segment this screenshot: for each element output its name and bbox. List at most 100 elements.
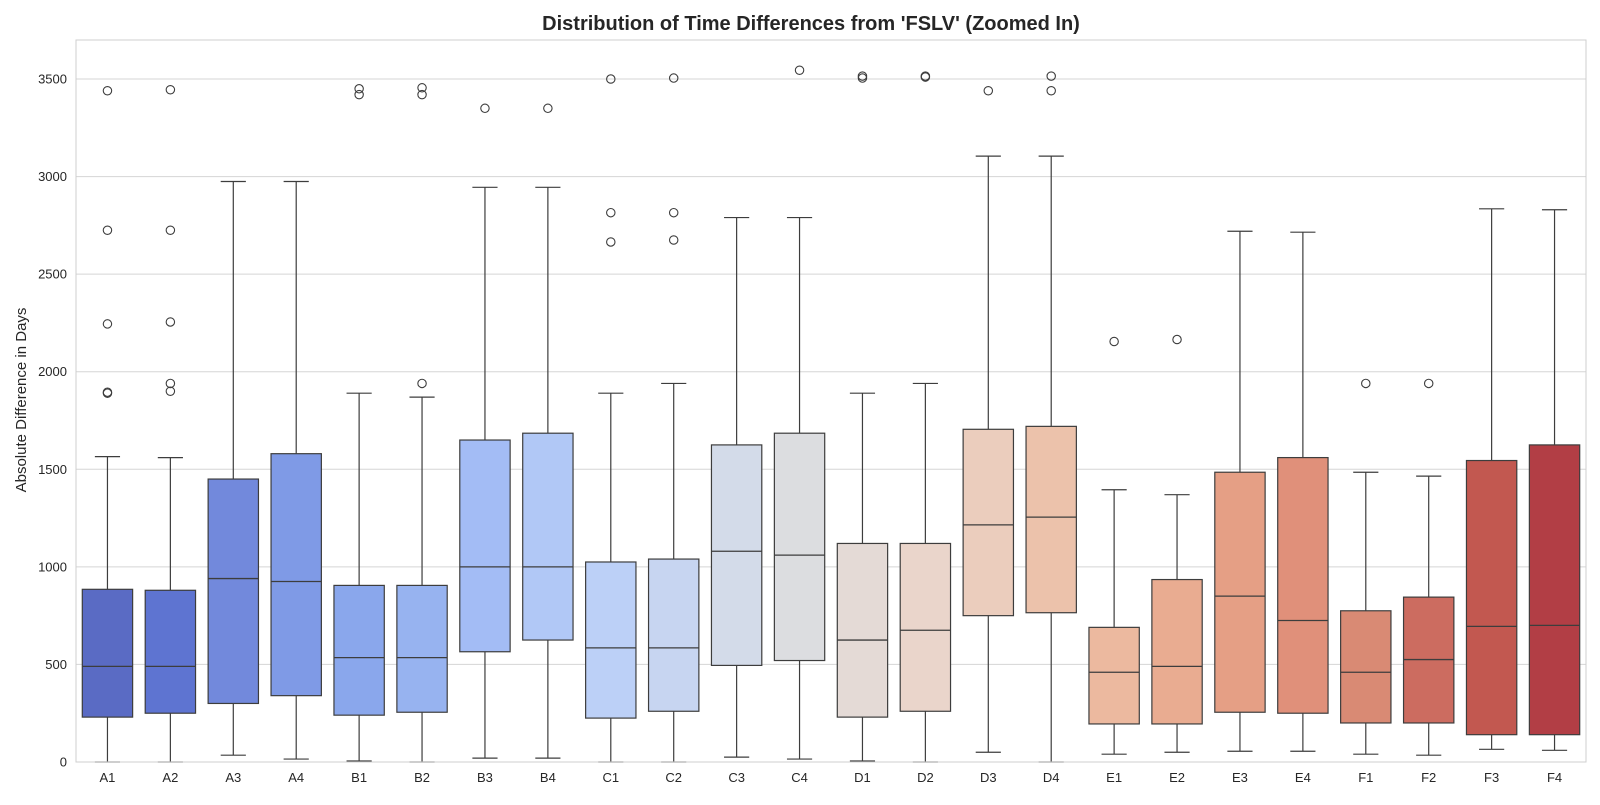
box-C1 bbox=[585, 74, 637, 763]
iqr-box bbox=[459, 439, 511, 653]
outlier-point bbox=[1046, 71, 1056, 81]
x-tick-label: D1 bbox=[854, 770, 871, 785]
box-F1 bbox=[1340, 378, 1392, 755]
x-tick-label: B4 bbox=[540, 770, 556, 785]
outlier-point bbox=[417, 378, 427, 389]
box-E3 bbox=[1214, 230, 1266, 752]
x-tick-label: D4 bbox=[1043, 770, 1060, 785]
x-tick-label: F3 bbox=[1484, 770, 1499, 785]
outlier-point bbox=[668, 73, 679, 83]
y-tick-label: 1500 bbox=[38, 462, 67, 477]
x-tick-label: A3 bbox=[225, 770, 241, 785]
iqr-box bbox=[1277, 456, 1329, 714]
outlier-point bbox=[606, 237, 616, 247]
x-tick-label: D3 bbox=[980, 770, 997, 785]
x-tick-label: C2 bbox=[665, 770, 682, 785]
box-F3 bbox=[1465, 208, 1518, 750]
outlier-point bbox=[354, 84, 364, 94]
x-tick-label: B2 bbox=[414, 770, 430, 785]
outlier-point bbox=[354, 89, 364, 100]
outlier-point bbox=[165, 386, 176, 396]
iqr-box bbox=[1465, 459, 1518, 736]
box-F2 bbox=[1402, 378, 1455, 756]
iqr-box bbox=[962, 428, 1015, 617]
y-tick-label: 2500 bbox=[38, 267, 67, 282]
outlier-point bbox=[417, 89, 427, 100]
y-tick-label: 3500 bbox=[38, 72, 67, 87]
x-tick-label: A1 bbox=[100, 770, 116, 785]
x-tick-label: E2 bbox=[1169, 770, 1185, 785]
box-F4 bbox=[1528, 209, 1581, 751]
outlier-point bbox=[1046, 85, 1056, 96]
outlier-point bbox=[165, 317, 176, 327]
outlier-point bbox=[1423, 378, 1434, 389]
x-axis-ticks: A1 A2 A3 A4 B1 B2 B3 B4 C1 C2 C3 C4 D1 D2 D3 D4 E1 E2 E3 E4… bbox=[100, 770, 1563, 785]
outlier-point bbox=[102, 387, 113, 397]
iqr-box bbox=[710, 444, 763, 667]
x-tick-label: A2 bbox=[162, 770, 178, 785]
iqr-box bbox=[836, 542, 889, 718]
outlier-point bbox=[920, 71, 931, 81]
box-D3 bbox=[962, 85, 1015, 753]
y-tick-label: 3000 bbox=[38, 169, 67, 184]
outlier-point bbox=[417, 83, 427, 93]
iqr-box bbox=[81, 588, 134, 718]
x-tick-label: C1 bbox=[602, 770, 619, 785]
y-tick-label: 500 bbox=[45, 657, 67, 672]
iqr-box bbox=[144, 589, 197, 714]
outlier-point bbox=[983, 85, 994, 96]
box-D4 bbox=[1025, 71, 1077, 763]
iqr-box bbox=[1340, 610, 1392, 724]
outlier-point bbox=[857, 71, 868, 81]
box-B2 bbox=[396, 83, 448, 763]
outlier-point bbox=[102, 85, 113, 96]
x-tick-label: A4 bbox=[288, 770, 304, 785]
box-A2 bbox=[144, 85, 197, 763]
chart-title: Distribution of Time Differences from 'F… bbox=[542, 13, 1080, 35]
outlier-point bbox=[165, 225, 176, 236]
box-B4 bbox=[522, 103, 574, 759]
outlier-point bbox=[1361, 378, 1371, 389]
box-E1 bbox=[1088, 336, 1140, 755]
outlier-point bbox=[606, 207, 616, 218]
plot-frame bbox=[75, 39, 1587, 763]
outlier-point bbox=[165, 85, 176, 95]
box-E2 bbox=[1151, 334, 1203, 753]
iqr-box bbox=[207, 478, 260, 705]
box-A4 bbox=[270, 180, 322, 760]
box-D1 bbox=[836, 71, 889, 762]
y-tick-label: 0 bbox=[60, 755, 67, 770]
outlier-point bbox=[102, 225, 113, 236]
box-A3 bbox=[207, 180, 260, 756]
iqr-box bbox=[773, 432, 826, 662]
outlier-point bbox=[102, 319, 113, 329]
iqr-box bbox=[1088, 626, 1140, 725]
outlier-point bbox=[543, 103, 553, 114]
y-tick-label: 2000 bbox=[38, 364, 67, 379]
box-B1 bbox=[333, 84, 385, 762]
outlier-point bbox=[668, 235, 679, 245]
outlier-point bbox=[1172, 334, 1182, 345]
iqr-box bbox=[585, 561, 637, 719]
x-tick-label: B3 bbox=[477, 770, 493, 785]
iqr-box bbox=[522, 432, 574, 641]
outlier-point bbox=[668, 207, 679, 218]
outlier-point bbox=[794, 65, 805, 75]
x-tick-label: E4 bbox=[1295, 770, 1311, 785]
iqr-box bbox=[270, 453, 322, 697]
iqr-box bbox=[1151, 578, 1203, 725]
x-tick-label: B1 bbox=[351, 770, 367, 785]
y-tick-label: 1000 bbox=[38, 559, 67, 574]
outlier-point bbox=[480, 103, 490, 114]
box-D2 bbox=[899, 71, 952, 763]
box-C3 bbox=[710, 216, 763, 758]
iqr-box bbox=[396, 584, 448, 713]
iqr-box bbox=[1528, 444, 1581, 736]
x-tick-label: E3 bbox=[1232, 770, 1248, 785]
iqr-box bbox=[899, 542, 952, 712]
outlier-point bbox=[1109, 336, 1119, 347]
box-B3 bbox=[459, 103, 511, 759]
x-tick-label: C4 bbox=[791, 770, 808, 785]
